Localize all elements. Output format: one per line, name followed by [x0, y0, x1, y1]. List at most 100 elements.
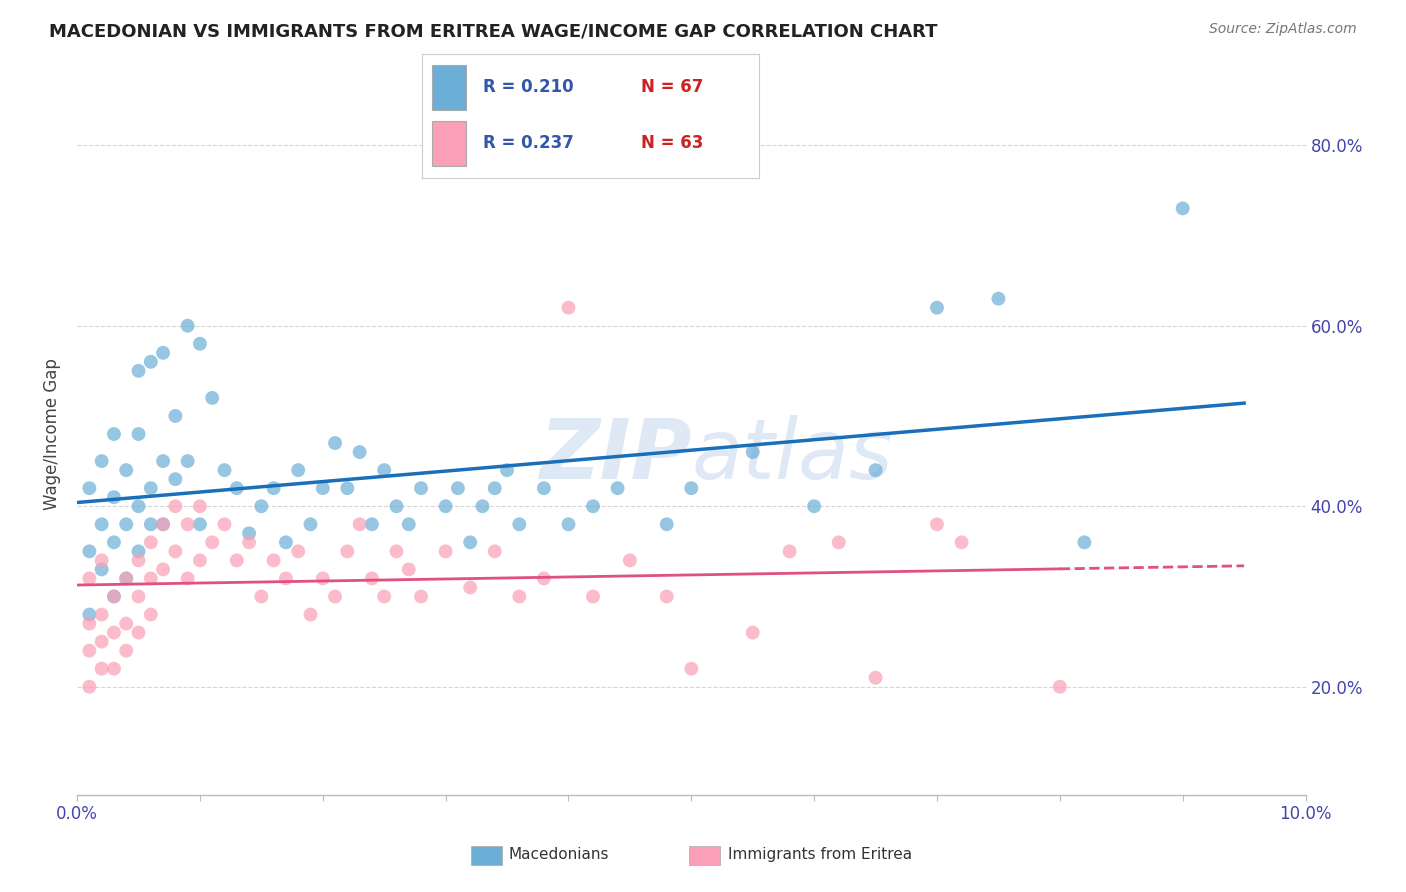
Point — [139, 607, 162, 622]
Point — [533, 481, 555, 495]
Point — [323, 436, 346, 450]
Text: R = 0.237: R = 0.237 — [482, 135, 574, 153]
Point — [115, 616, 138, 631]
Point — [398, 562, 420, 576]
Point — [139, 535, 162, 549]
FancyBboxPatch shape — [432, 65, 465, 110]
Point — [238, 535, 260, 549]
Point — [409, 481, 432, 495]
Point — [458, 581, 481, 595]
Text: MACEDONIAN VS IMMIGRANTS FROM ERITREA WAGE/INCOME GAP CORRELATION CHART: MACEDONIAN VS IMMIGRANTS FROM ERITREA WA… — [49, 22, 938, 40]
Point — [508, 517, 530, 532]
Point — [79, 616, 101, 631]
Point — [557, 301, 579, 315]
Point — [349, 517, 371, 532]
Point — [115, 571, 138, 585]
Y-axis label: Wage/Income Gap: Wage/Income Gap — [44, 358, 60, 510]
Point — [582, 500, 605, 514]
Point — [779, 544, 801, 558]
Point — [103, 535, 125, 549]
Point — [865, 671, 887, 685]
Point — [90, 634, 112, 648]
Point — [312, 481, 335, 495]
Point — [533, 571, 555, 585]
Point — [741, 625, 763, 640]
Point — [90, 553, 112, 567]
Point — [165, 409, 187, 423]
Point — [287, 463, 309, 477]
Point — [128, 500, 150, 514]
Point — [214, 517, 236, 532]
Point — [225, 481, 247, 495]
Point — [128, 364, 150, 378]
Point — [128, 590, 150, 604]
FancyBboxPatch shape — [432, 121, 465, 166]
Point — [655, 590, 678, 604]
Point — [434, 544, 457, 558]
Point — [263, 481, 285, 495]
Point — [865, 463, 887, 477]
Point — [336, 544, 359, 558]
Point — [250, 590, 273, 604]
Point — [103, 590, 125, 604]
Point — [447, 481, 470, 495]
Point — [79, 481, 101, 495]
Point — [349, 445, 371, 459]
Point — [90, 562, 112, 576]
Point — [188, 500, 211, 514]
Point — [128, 625, 150, 640]
Point — [409, 590, 432, 604]
Point — [90, 607, 112, 622]
Point — [188, 336, 211, 351]
Point — [336, 481, 359, 495]
Point — [165, 544, 187, 558]
Point — [103, 625, 125, 640]
Point — [139, 571, 162, 585]
Point — [201, 391, 224, 405]
Point — [90, 662, 112, 676]
Point — [508, 590, 530, 604]
Point — [152, 517, 174, 532]
Point — [176, 454, 198, 468]
Point — [176, 571, 198, 585]
Point — [828, 535, 851, 549]
Text: atlas: atlas — [692, 415, 893, 496]
Point — [312, 571, 335, 585]
Point — [471, 500, 494, 514]
Point — [79, 571, 101, 585]
Point — [103, 662, 125, 676]
Point — [188, 517, 211, 532]
Point — [128, 553, 150, 567]
Point — [139, 481, 162, 495]
Point — [274, 571, 297, 585]
Point — [238, 526, 260, 541]
Point — [274, 535, 297, 549]
Point — [434, 500, 457, 514]
Point — [323, 590, 346, 604]
Point — [115, 517, 138, 532]
Point — [987, 292, 1010, 306]
Point — [361, 571, 384, 585]
Point — [128, 544, 150, 558]
Point — [287, 544, 309, 558]
Point — [606, 481, 628, 495]
Point — [139, 517, 162, 532]
Point — [361, 517, 384, 532]
Point — [79, 607, 101, 622]
Point — [385, 544, 408, 558]
Point — [225, 553, 247, 567]
Point — [139, 355, 162, 369]
Point — [103, 590, 125, 604]
Point — [263, 553, 285, 567]
Point — [1073, 535, 1095, 549]
Point — [152, 454, 174, 468]
Point — [103, 490, 125, 504]
Point — [925, 517, 948, 532]
Point — [115, 463, 138, 477]
Text: N = 63: N = 63 — [641, 135, 703, 153]
Point — [90, 454, 112, 468]
Text: Source: ZipAtlas.com: Source: ZipAtlas.com — [1209, 22, 1357, 37]
Point — [250, 500, 273, 514]
Point — [103, 427, 125, 442]
Point — [152, 562, 174, 576]
